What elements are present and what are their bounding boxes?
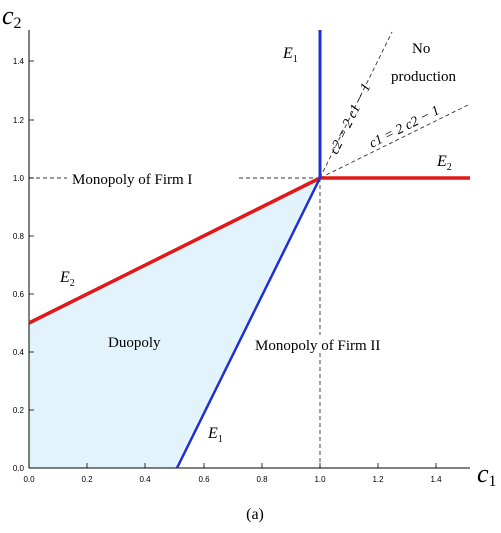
dashed-diagonal-upper-line — [319, 31, 393, 179]
e1-label-top: E1 — [282, 45, 298, 65]
y-tick-label: 1.4 — [13, 57, 25, 66]
y-tick-label: 0.4 — [13, 348, 25, 357]
x-tick-label: 0.8 — [256, 475, 268, 484]
x-tick-label: 0.0 — [23, 475, 35, 484]
duopoly-label: Duopoly — [108, 335, 161, 351]
x-tick-label: 0.2 — [81, 475, 93, 484]
x-tick-label: 0.4 — [139, 475, 151, 484]
y-tick-label: 1.0 — [13, 174, 25, 183]
x-ticks — [28, 463, 437, 468]
monopoly-firm-1-label-bg — [67, 169, 237, 187]
e2-label-right: E2 — [436, 153, 452, 173]
y-tick-label: 0.8 — [13, 232, 25, 241]
y-tick-label: 0.0 — [13, 464, 25, 473]
y-axis-title: c2 — [2, 1, 22, 32]
y-tick-label: 0.2 — [13, 406, 25, 415]
e1-curve-bottom — [175, 177, 322, 469]
e2-curve-left — [28, 176, 321, 325]
y-tick-label: 0.6 — [13, 290, 25, 299]
x-tick-label: 1.0 — [314, 475, 326, 484]
x-tick-label: 1.2 — [372, 475, 384, 484]
e2-label-left: E2 — [59, 269, 75, 289]
no-production-label-line2: production — [391, 69, 456, 85]
diagonal-upper-equation: c2 = 2 c1 − 1 — [327, 81, 374, 157]
y-tick-label: 1.2 — [13, 116, 25, 125]
duopoly-region — [29, 178, 320, 468]
e1-label-bottom: E1 — [207, 425, 223, 445]
monopoly-firm-2-label-bg — [252, 335, 428, 353]
monopoly-firm-2-label: Monopoly of Firm II — [255, 338, 380, 354]
x-tick-label: 1.4 — [430, 475, 442, 484]
x-axis-title: c1 — [477, 459, 497, 490]
x-tick-label: 0.6 — [198, 475, 210, 484]
y-ticks — [29, 60, 34, 469]
no-production-label-line1: No — [412, 41, 430, 57]
figure-caption: (a) — [246, 506, 264, 523]
diagonal-lower-equation: c1 = 2 c2 − 1 — [367, 103, 442, 151]
monopoly-firm-1-label: Monopoly of Firm I — [72, 172, 192, 188]
